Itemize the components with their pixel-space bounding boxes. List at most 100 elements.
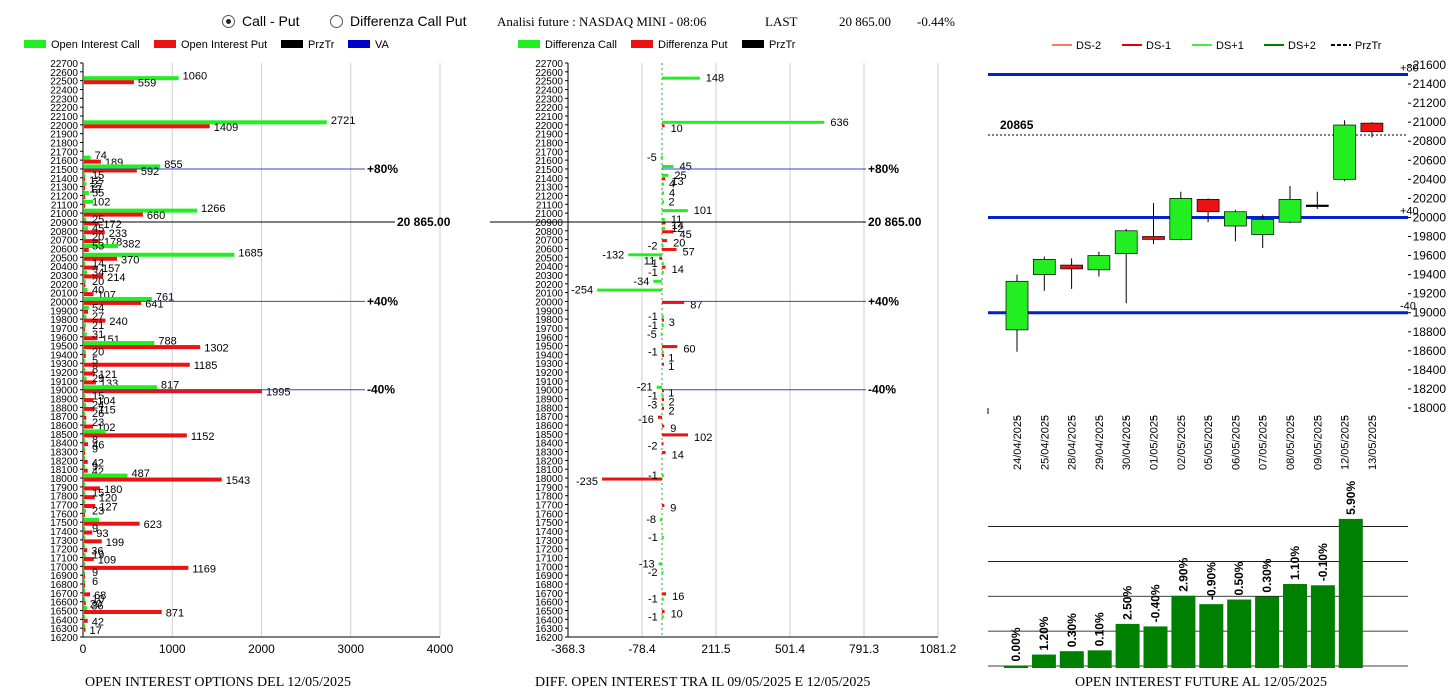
diff-put-value-label: 14 xyxy=(672,450,684,462)
oi-put-bar xyxy=(84,521,140,526)
oi-ytick-label: 17800 xyxy=(50,492,78,503)
diff-put-bar xyxy=(662,247,677,251)
oi-put-value-label: 641 xyxy=(145,298,163,310)
oi-ytick-label: 16300 xyxy=(50,624,78,635)
candle-ytick-label: 21000 xyxy=(1413,115,1447,129)
future-info-label: Analisi future : NASDAQ MINI - 08:06 xyxy=(497,14,707,29)
oi-put-value-label: 559 xyxy=(138,78,156,90)
oi-put-bar xyxy=(84,318,106,323)
diff-put-value-label: 1 xyxy=(668,352,674,364)
diff-ytick-label: 20700 xyxy=(535,236,563,247)
oi-options-title: OPEN INTEREST OPTIONS DEL 12/05/2025 xyxy=(85,675,351,690)
candle-ytick-label: 19600 xyxy=(1413,249,1447,263)
diff-ytick-label: 19800 xyxy=(535,315,563,326)
diff-call-bar xyxy=(661,597,664,601)
oi-small-value-label: 20 xyxy=(92,276,104,288)
oi-put-bar xyxy=(84,583,85,588)
diff-call-bar xyxy=(659,518,663,522)
oi-call-bar xyxy=(84,235,86,240)
diff-call-bar xyxy=(662,173,669,177)
diff-put-bar xyxy=(662,221,666,225)
diff-call-value-label: 148 xyxy=(706,73,724,85)
oi-reference-label: 20 865.00 xyxy=(397,215,451,229)
oi-ytick-label: 22600 xyxy=(50,68,78,79)
legend-label-2: PrzTr xyxy=(308,39,335,51)
diff-ytick-label: 17000 xyxy=(535,562,563,573)
legend-label-3: VA xyxy=(375,39,390,51)
candle-date-label: 29/04/2025 xyxy=(1094,415,1106,470)
oi-call-bar xyxy=(84,535,85,540)
diff-ytick-label: 18600 xyxy=(535,421,563,432)
oi-small-value-label: 9 xyxy=(92,461,98,473)
oi-call-bar xyxy=(84,623,85,628)
candle-body xyxy=(1060,264,1083,270)
oi-ytick-label: 20600 xyxy=(50,244,78,255)
oi-put-bar xyxy=(84,618,88,623)
legend-swatch-2 xyxy=(281,40,303,48)
diff-put-bar xyxy=(662,353,665,357)
oi-small-value-label: 14 xyxy=(92,258,104,270)
future-oi-bar xyxy=(1004,665,1028,668)
diff-ytick-label: 21100 xyxy=(536,200,564,211)
oi-call-bar xyxy=(84,173,86,178)
diff-call-value-label: 101 xyxy=(694,205,712,217)
diff-ytick-label: 17100 xyxy=(535,554,563,565)
oi-put-bar xyxy=(84,265,99,270)
oi-ytick-label: 22300 xyxy=(50,94,78,105)
diff-put-value-label: 2 xyxy=(669,397,675,409)
oi-small-value-label: 40 xyxy=(92,285,104,297)
oi-ytick-label: 19000 xyxy=(50,386,78,397)
oi-ytick-label: 22500 xyxy=(50,77,78,88)
oi-xtick-label: 0 xyxy=(80,642,87,656)
oi-ytick-label: 16600 xyxy=(50,598,78,609)
oi-small-value-label: 20 xyxy=(92,346,104,358)
oi-put-value-label: 17 xyxy=(90,625,102,637)
diff-ytick-label: 21300 xyxy=(535,183,563,194)
candle-ytick-label: 21600 xyxy=(1413,58,1447,72)
diff-reference-label: -40% xyxy=(868,383,896,397)
diff-put-value-label: 3 xyxy=(669,317,675,329)
candle-ytick-label: 19400 xyxy=(1413,268,1447,282)
diff-put-bar xyxy=(657,415,663,419)
oi-ytick-label: 21800 xyxy=(50,138,78,149)
oi-ytick-label: 19600 xyxy=(50,333,78,344)
diff-put-bar xyxy=(662,318,665,322)
diff-ytick-label: 18800 xyxy=(535,403,563,414)
candle-date-label: 12/05/2025 xyxy=(1340,415,1352,470)
oi-call-value-label: 36 xyxy=(91,601,103,613)
candle-legend-label-1: DS-1 xyxy=(1146,40,1171,52)
radio-differenza-call-put[interactable]: Differenza Call Put xyxy=(330,13,466,29)
oi-ytick-label: 17600 xyxy=(50,509,78,520)
candle-ytick-label: 18800 xyxy=(1413,325,1447,339)
radio-differenza-label: Differenza Call Put xyxy=(350,13,467,29)
diff-ytick-label: 22000 xyxy=(535,121,563,132)
oi-ytick-label: 18700 xyxy=(50,412,78,423)
oi-ytick-label: 19300 xyxy=(50,359,78,370)
future-oi-bar xyxy=(1143,626,1168,668)
oi-put-value-label: 42 xyxy=(92,616,104,628)
oi-call-bar xyxy=(84,491,86,496)
oi-put-bar xyxy=(84,477,222,482)
oi-call-bar xyxy=(84,570,85,575)
diff-put-value-label: 14 xyxy=(672,220,684,232)
diff-ytick-label: 16500 xyxy=(535,607,563,618)
diff-put-bar xyxy=(662,239,668,243)
radio-call-put[interactable]: Call - Put xyxy=(222,13,300,29)
candle-ytick-label: 20000 xyxy=(1413,210,1447,224)
oi-small-value-label: 9 xyxy=(92,523,98,535)
oi-call-value-label: 788 xyxy=(158,336,176,348)
diff-ytick-label: 19400 xyxy=(535,350,563,361)
oi-call-bar xyxy=(84,588,85,593)
diff-put-bar xyxy=(662,504,665,508)
diff-xtick-label: 501.4 xyxy=(775,642,805,656)
oi-call-bar xyxy=(84,164,161,169)
oi-call-bar xyxy=(84,261,86,266)
diff-put-value-label: 1 xyxy=(668,361,674,373)
oi-small-value-label: 27 xyxy=(92,179,104,191)
candle-date-label: 30/04/2025 xyxy=(1121,415,1133,470)
oi-put-value-label: 121 xyxy=(99,369,117,381)
diff-call-bar xyxy=(661,394,664,398)
oi-put-bar xyxy=(84,495,95,500)
last-value: 20 865.00 xyxy=(839,14,891,29)
oi-ytick-label: 22700 xyxy=(50,59,78,70)
